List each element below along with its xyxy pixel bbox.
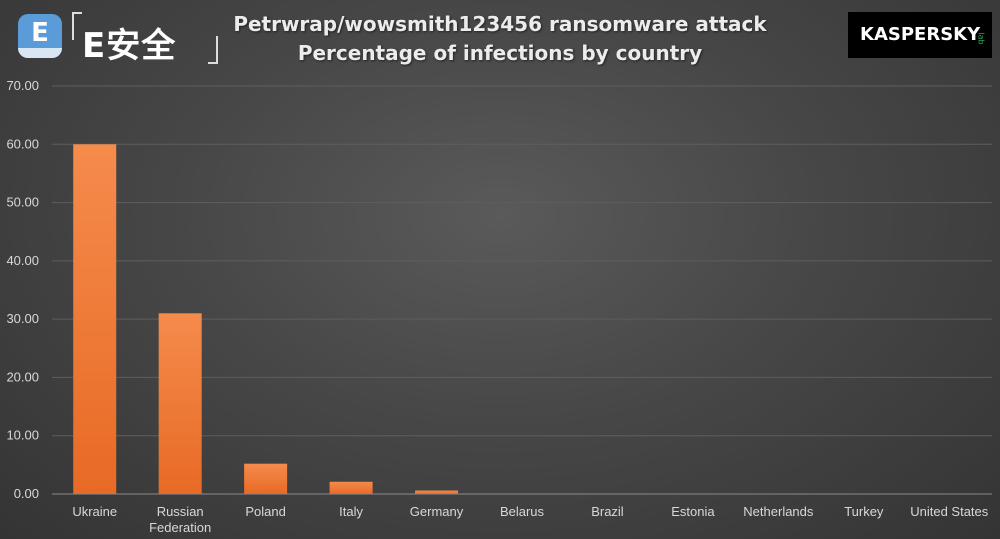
y-tick-label: 0.00 [14,486,39,501]
bars [73,144,459,495]
x-tick-label-line: Ukraine [72,504,117,519]
x-tick-label: Poland [245,504,285,519]
chart-title-line-1: Petrwrap/wowsmith123456 ransomware attac… [233,12,767,36]
bar-poland [244,463,288,494]
x-tick-label: United States [910,504,989,519]
e-security-logo: E E安全 [16,10,221,66]
y-tick-label: 70.00 [6,78,39,93]
kaspersky-logo: KASPERSKY lab [848,12,992,58]
x-tick-label-line: United States [910,504,989,519]
x-tick-label-line: Turkey [844,504,884,519]
x-tick-label: Turkey [844,504,884,519]
x-tick-label-line: Netherlands [743,504,814,519]
y-tick-label: 20.00 [6,369,39,384]
x-tick-label-line: Russian [157,504,204,519]
y-tick-label: 50.00 [6,195,39,210]
x-tick-label: Netherlands [743,504,814,519]
x-tick-label-line: Poland [245,504,285,519]
gridlines [52,85,992,495]
x-tick-label-line: Germany [410,504,464,519]
bar-germany [415,490,459,494]
logo-bracket-right [208,36,218,64]
x-tick-label-line: Belarus [500,504,545,519]
logo-bracket-left [72,12,82,40]
x-axis-labels: Ukraine Russian Federation Poland Italy Germa… [72,504,988,535]
chart-title: Petrwrap/wowsmith123456 ransomware attac… [200,10,800,68]
kaspersky-logo-text: KASPERSKY [860,24,981,45]
logo-badge-letter: E [31,18,49,48]
bar-russian-federation [158,313,202,494]
y-axis-ticks: 0.00 10.00 20.00 30.00 40.00 50.00 60.00 70.00 [6,78,39,501]
chart-title-line-2: Percentage of infections by country [297,41,703,65]
x-tick-label-line: Italy [339,504,363,519]
x-tick-label-line: Brazil [591,504,624,519]
y-tick-label: 30.00 [6,311,39,326]
x-tick-label: Italy [339,504,363,519]
logo-text: E安全 [82,26,177,66]
y-tick-label: 60.00 [6,136,39,151]
x-tick-label: Brazil [591,504,624,519]
x-tick-label-line: Estonia [671,504,715,519]
y-tick-label: 10.00 [6,428,39,443]
x-tick-label: Russian Federation [149,504,211,535]
bar-italy [329,481,373,494]
x-tick-label: Ukraine [72,504,117,519]
bar-ukraine [73,144,117,495]
x-tick-label-line: Federation [149,520,211,535]
y-tick-label: 40.00 [6,253,39,268]
x-tick-label: Estonia [671,504,715,519]
logo-badge-icon: E [18,14,62,58]
x-tick-label: Belarus [500,504,545,519]
x-tick-label: Germany [410,504,464,519]
